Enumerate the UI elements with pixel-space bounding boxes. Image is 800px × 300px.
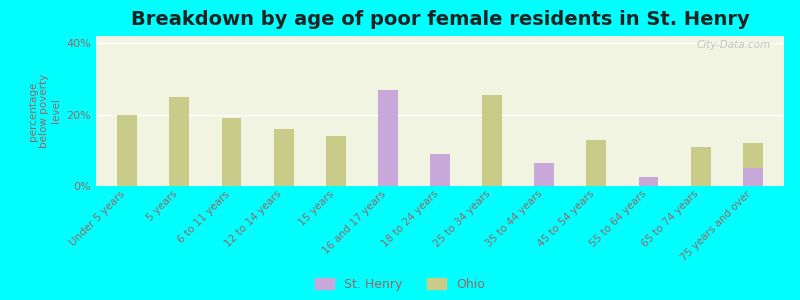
Bar — [482, 95, 502, 186]
Bar — [743, 143, 762, 186]
Bar — [586, 140, 606, 186]
Bar — [534, 163, 554, 186]
Bar — [430, 154, 450, 186]
Bar — [690, 147, 710, 186]
Bar — [638, 177, 658, 186]
Text: City-Data.com: City-Data.com — [696, 40, 770, 50]
Bar — [378, 90, 398, 186]
Bar — [222, 118, 242, 186]
Bar — [378, 136, 398, 186]
Bar — [326, 136, 346, 186]
Bar — [743, 168, 762, 186]
Y-axis label: percentage
below poverty
level: percentage below poverty level — [28, 74, 61, 148]
Bar — [274, 129, 294, 186]
Title: Breakdown by age of poor female residents in St. Henry: Breakdown by age of poor female resident… — [130, 10, 750, 29]
Bar — [170, 97, 190, 186]
Bar — [118, 115, 137, 186]
Legend: St. Henry, Ohio: St. Henry, Ohio — [315, 278, 485, 291]
